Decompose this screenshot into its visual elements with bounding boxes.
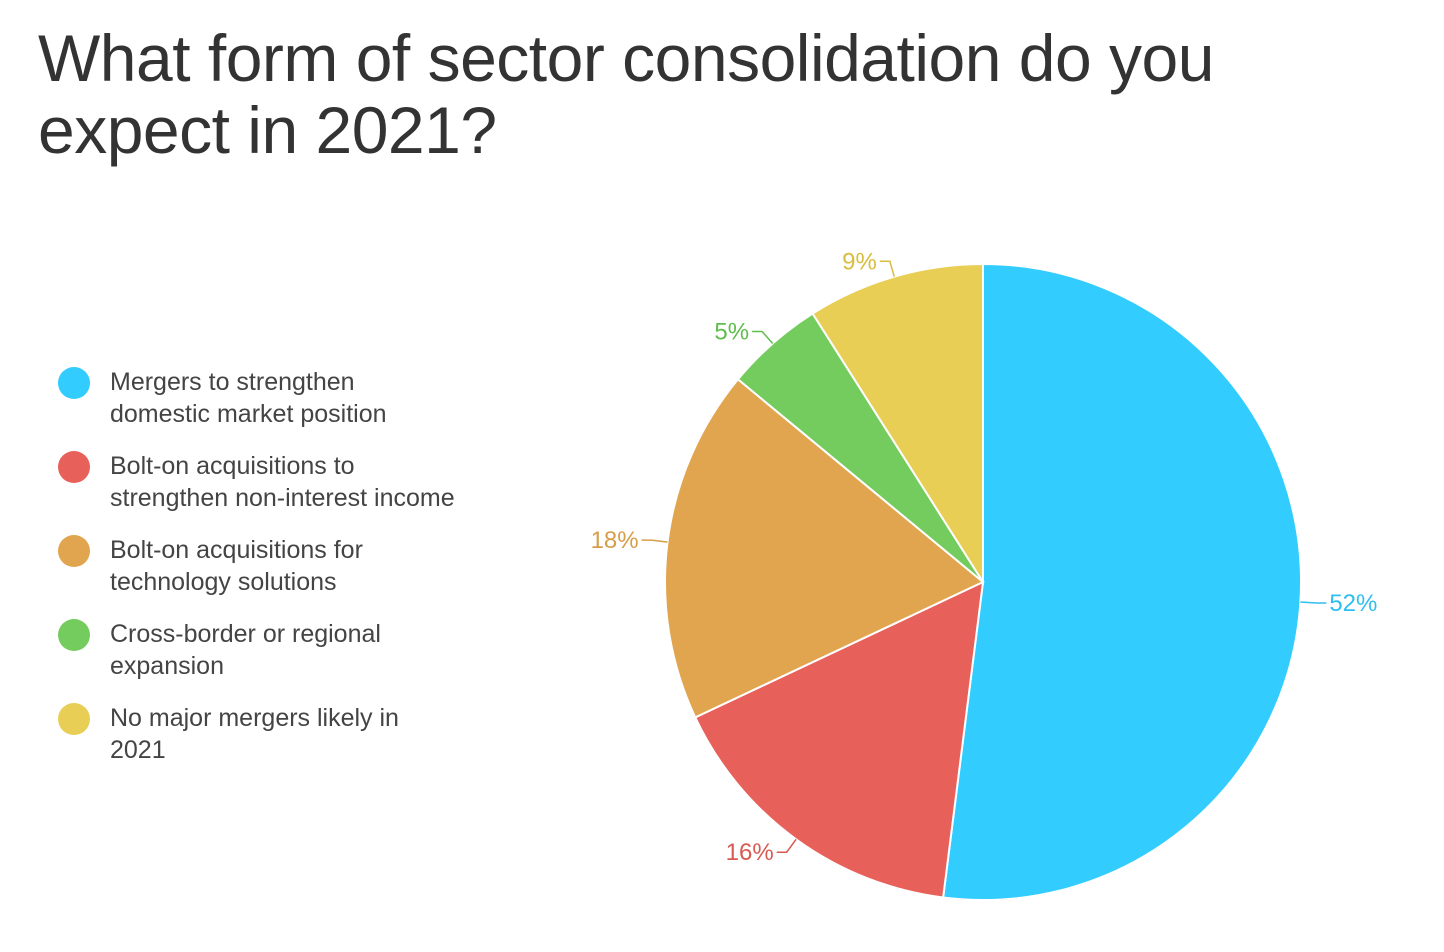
leader-line-cross-border [752, 330, 774, 344]
data-label-domestic-mergers: 52% [1329, 590, 1377, 617]
legend-label-technology-solutions: Bolt-on acquisitions for technology solu… [110, 536, 363, 596]
pie-slice-non-interest-income[interactable] [693, 580, 985, 899]
legend-item-domestic-mergers[interactable]: Mergers to strengthen domestic market po… [58, 366, 458, 430]
legend-swatch-no-mergers [58, 703, 90, 735]
chart-title: What form of sector consolidation do you… [38, 21, 1214, 167]
legend-item-no-mergers[interactable]: No major mergers likely in 2021 [58, 702, 458, 766]
leader-line-technology-solutions [641, 539, 668, 543]
legend-item-non-interest-income[interactable]: Bolt-on acquisitions to strengthen non-i… [58, 450, 458, 514]
legend-label-domestic-mergers: Mergers to strengthen domestic market po… [110, 368, 387, 428]
legend-swatch-cross-border [58, 619, 90, 651]
legend-label-no-mergers: No major mergers likely in 2021 [110, 704, 399, 764]
legend-swatch-domestic-mergers [58, 367, 90, 399]
leader-line-non-interest-income [776, 838, 797, 853]
legend-swatch-non-interest-income [58, 451, 90, 483]
pie-data-labels: 52% 16% 18% 5% 9% [591, 248, 1378, 866]
data-label-no-mergers: 9% [842, 248, 877, 275]
legend-label-cross-border: Cross-border or regional expansion [110, 620, 381, 680]
pie-slice-no-mergers[interactable] [811, 262, 984, 586]
legend-label-non-interest-income: Bolt-on acquisitions to strengthen non-i… [110, 452, 455, 512]
pie-slice-domestic-mergers[interactable] [942, 262, 1302, 901]
leader-line-no-mergers [879, 260, 896, 277]
pie-slice-technology-solutions[interactable] [664, 377, 985, 719]
legend-item-technology-solutions[interactable]: Bolt-on acquisitions for technology solu… [58, 534, 458, 598]
pie-slices [664, 262, 1302, 901]
leader-line-domestic-mergers [1300, 601, 1327, 604]
data-label-non-interest-income: 16% [726, 839, 774, 866]
legend-item-cross-border[interactable]: Cross-border or regional expansion [58, 618, 458, 682]
data-label-cross-border: 5% [714, 318, 749, 345]
legend-swatch-technology-solutions [58, 535, 90, 567]
data-label-technology-solutions: 18% [591, 527, 639, 554]
legend: Mergers to strengthen domestic market po… [58, 366, 458, 786]
